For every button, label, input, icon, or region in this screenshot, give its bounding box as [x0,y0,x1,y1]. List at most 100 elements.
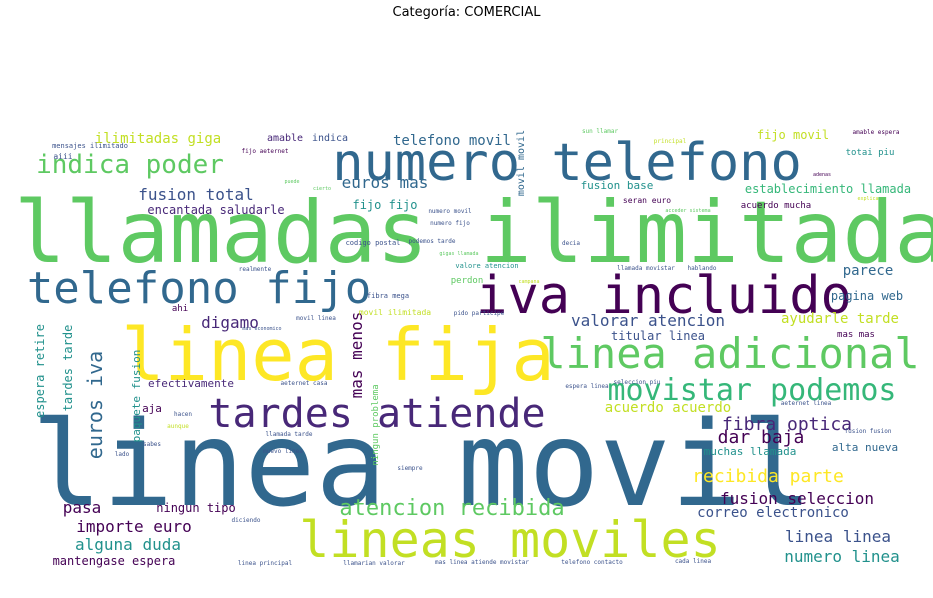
word-linea-movil: linea movil [31,395,812,533]
word-valorar-atencion: valorar atencion [571,311,725,330]
word-mas-linea-atiende-movistar: mas linea atiende movistar [435,559,529,566]
word-perdon: perdon [451,276,484,286]
word-muchas-llamada: muchas llamada [704,445,797,458]
word-campana: campana [518,279,539,285]
word-espera-retire: espera retire [33,324,47,418]
word-fijo-aeternet: fijo aeternet [242,148,289,155]
word-fusion-seleccion: fusion seleccion [720,489,874,508]
word-seran-euro: seran euro [623,196,671,205]
word-movil-linea: movil linea [296,315,336,322]
word-puede: puede [284,179,299,185]
word-paquete-fusion: paquete fusion [130,350,143,443]
word-parece: parece [843,263,894,279]
word-linea-fija: linea fija [121,313,554,397]
word-fusion-base: fusion base [581,179,654,192]
word-aeternet-casa: aeternet casa [281,380,328,387]
word-euros-iva: euros iva [83,351,107,459]
word-explica: explica [857,196,878,202]
word-principal: principal [654,138,687,145]
word-alguna-duda: alguna duda [75,535,181,554]
word-importe-euro: importe euro [76,517,192,536]
word-linea-adicional: linea adicional [540,329,919,378]
word-aiii: aiii [53,152,72,161]
word-digamo: digamo [201,313,259,332]
word-cierto: cierto [313,186,331,192]
word-pagina-web: pagina web [831,289,903,303]
word-movistar-podemos: movistar podemos [608,373,897,408]
word-titular-linea: titular linea [611,329,705,343]
word-fusion-fusion: fusion fusion [845,428,892,435]
word-podemos-tarde: podemos tarde [409,238,456,245]
word-seleccion-piu: seleccion piu [614,379,661,386]
word-indica-poder: indica poder [36,150,224,180]
word-ilimitadas-giga: ilimitadas giga [95,131,221,147]
word-aeternet-linea: aeternet linea [781,400,832,407]
word-mas-menos: mas menos [347,312,366,399]
word-fijo-movil: fijo movil [757,128,829,142]
word-alta-nueva: alta nueva [832,441,898,454]
word-correo-electronico: correo electronico [697,505,849,521]
word-espera-linea: espera linea [565,383,609,390]
word-adenas: adenas [813,172,831,178]
word-mas-economico: mas economico [242,326,281,332]
word-numero-linea: numero linea [784,547,900,566]
word-hablando: hablando [688,265,717,272]
word-movil-movil: movil movil [516,130,527,196]
word-telefono-fijo: telefono fijo [27,263,371,314]
word-pido-participe: pido participe [454,310,505,317]
word-fijo-fijo: fijo fijo [352,198,417,212]
word-numero-movil: numero movil [428,208,472,215]
word-euros-mas: euros mas [342,173,429,192]
word-pasa: pasa [63,498,102,517]
word-movil-ilimitada: movil ilimitada [359,308,431,317]
word-encantada-saludarle: encantada saludarle [147,203,284,217]
word-mantengase-espera: mantengase espera [53,554,176,568]
word-amable: amable [267,133,303,144]
word-telefono-contacto: telefono contacto [561,559,623,566]
word-linea-principal: linea principal [238,560,293,567]
word-acceder-sistema: acceder sistema [665,208,710,214]
word-ahi: ahi [172,304,188,314]
word-fusion-total: fusion total [138,185,254,204]
word-sun-llamar: sun llamar [582,128,619,135]
word-numero-telefono: numero telefono [332,133,802,193]
word-lado: lado [115,451,130,458]
word-totai-piu: totai piu [846,148,895,158]
word-gigas-llamada: gigas llamada [439,251,478,257]
word-atencion-recibida: atencion recibida [339,496,564,521]
word-hacen: hacen [174,411,192,418]
word-indica: indica [312,133,348,144]
word-ningun-tipo: ningun tipo [156,501,235,515]
word-lineas-moviles: lineas moviles [299,511,720,569]
chart-title: Categoría: COMERCIAL [392,5,541,20]
word-establecimiento-llamada: establecimiento llamada [745,182,911,196]
word-linea-linea: linea linea [785,527,891,546]
word-ayudarle-tarde: ayudarle tarde [781,311,899,327]
word-sabes: sabes [143,441,161,448]
word-mas-mas: mas mas [837,330,875,340]
word-llamadas-ilimitada: llamadas ilimitada [14,183,933,283]
word-telefono-movil: telefono movil [393,133,511,149]
word-acuerdo-acuerdo: acuerdo acuerdo [605,400,731,416]
word-diciendo: diciendo [232,517,261,524]
word-valore-atencion: valore atencion [455,262,518,270]
word-realmente: realmente [239,266,272,273]
word-siempre: siempre [397,465,423,472]
word-llamarian-valorar: llamarian valorar [343,560,405,567]
word-dar-baja: dar baja [718,427,805,448]
word-llamada-tarde: llamada tarde [266,431,313,438]
word-cada-linea: cada linea [675,558,712,565]
word-fibra-mega: fibra mega [367,292,409,300]
word-acuerdo-mucha: acuerdo mucha [741,201,811,211]
word-efectivamente: efectivamente [148,377,234,390]
word-mensajes-ilimitado: mensajes ilimitado [52,142,128,150]
word-tardes-tarde: tardes tarde [61,325,75,412]
word-fibra-optica: fibra optica [722,414,852,435]
word-codigo-postal: codigo postal [346,239,401,247]
word-tardes-atiende: tardes atiende [208,391,545,437]
word-amable-espera: amable espera [853,129,900,136]
word-numero-fijo: numero fijo [430,220,470,227]
word-recibida-parte: recibida parte [692,466,844,487]
word-muevo-linea: muevo linea [263,448,303,455]
